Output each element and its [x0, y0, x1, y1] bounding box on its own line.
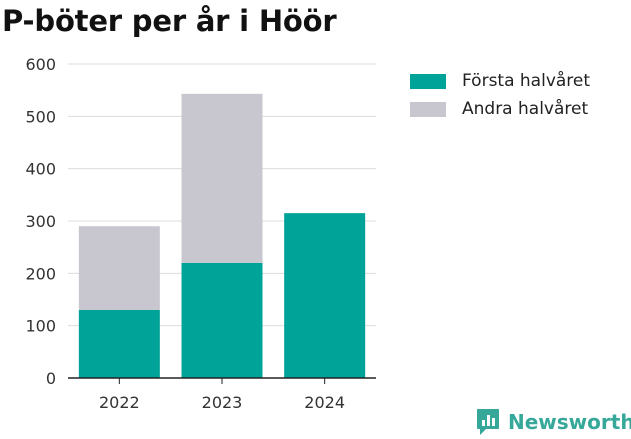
y-tick-label-500: 500: [25, 107, 56, 126]
bar-2023-forsta-halvaret: [181, 262, 263, 378]
legend: Första halvåret Andra halvåret: [410, 69, 590, 125]
x-tick-label-2024: 2024: [304, 393, 345, 412]
y-tick-label-0: 0: [46, 369, 56, 388]
x-tick-label-2022: 2022: [99, 393, 140, 412]
y-tick-label-400: 400: [25, 160, 56, 179]
y-tick-label-200: 200: [25, 264, 56, 283]
legend-label-andra-halvaret: Andra halvåret: [462, 99, 589, 119]
y-tick-label-100: 100: [25, 317, 56, 336]
brand-name: Newsworthy: [508, 410, 631, 434]
brand-logo: Newsworthy: [476, 408, 631, 436]
bar-2023-andra-halvaret: [181, 93, 263, 263]
chart-title: P-böter per år i Höör: [2, 4, 337, 38]
bar-2022-forsta-halvaret: [78, 309, 160, 378]
x-tick-label-2023: 2023: [202, 393, 243, 412]
bar-2022-andra-halvaret: [78, 226, 160, 310]
y-tick-label-600: 600: [25, 55, 56, 74]
newsworthy-chart-icon: [477, 409, 499, 435]
legend-swatch-andra-halvaret: [410, 101, 446, 117]
y-tick-label-300: 300: [25, 212, 56, 231]
legend-swatch-forsta-halvaret: [410, 73, 446, 89]
legend-item-andra-halvaret: Andra halvåret: [410, 97, 590, 121]
legend-item-forsta-halvaret: Första halvåret: [410, 69, 590, 93]
legend-label-forsta-halvaret: Första halvåret: [462, 71, 591, 91]
bar-2024-forsta-halvaret: [284, 213, 366, 378]
